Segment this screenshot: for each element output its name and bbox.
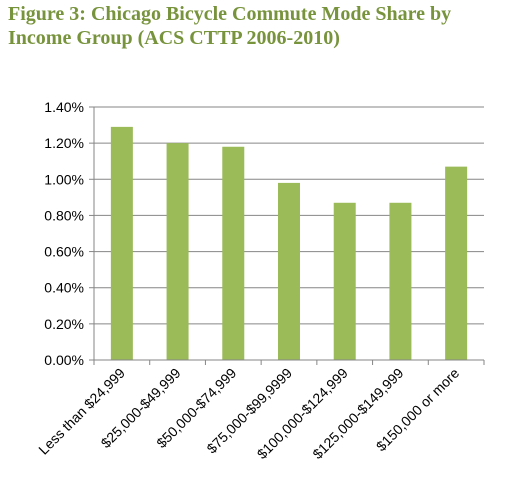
y-tick-label: 0.80% <box>44 207 84 223</box>
bars <box>110 126 468 360</box>
bar <box>389 202 412 360</box>
bar <box>333 202 356 360</box>
y-tick-label: 1.00% <box>44 171 84 187</box>
bar <box>166 143 189 360</box>
chart-title: Figure 3: Chicago Bicycle Commute Mode S… <box>8 3 452 49</box>
y-tick-label: 1.20% <box>44 135 84 151</box>
y-tick-label: 0.40% <box>44 280 84 296</box>
y-axis-ticks: 0.00% 0.20% 0.40% 0.60% 0.80% 1.00% 1.20% 1.40% <box>44 99 94 368</box>
bar <box>110 126 133 360</box>
y-tick-label: 1.40% <box>44 99 84 115</box>
bar <box>445 166 468 360</box>
x-axis-labels: Less than $24,999$25,000-$49,999$50,000-… <box>35 365 462 462</box>
y-tick-label: 0.20% <box>44 316 84 332</box>
y-tick-label: 0.60% <box>44 244 84 260</box>
bar <box>222 146 245 360</box>
bar <box>278 182 300 360</box>
gridlines <box>94 106 484 325</box>
axes <box>93 107 485 365</box>
y-tick-label: 0.00% <box>44 352 84 368</box>
